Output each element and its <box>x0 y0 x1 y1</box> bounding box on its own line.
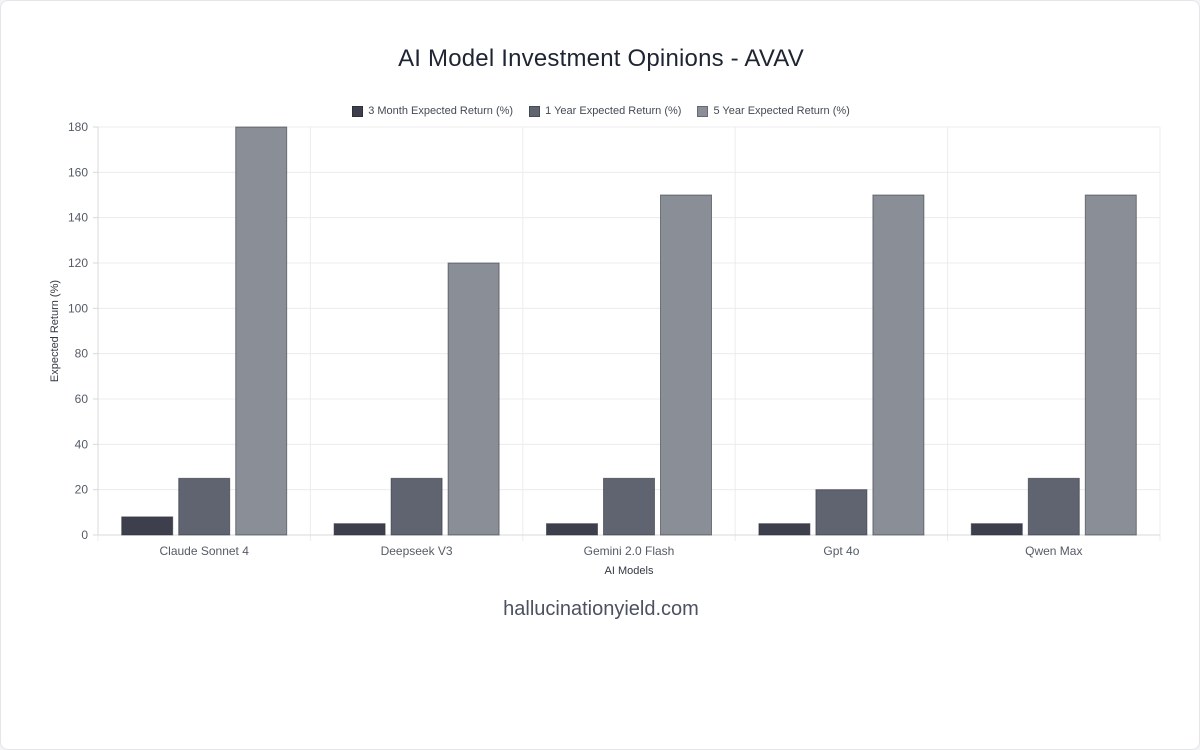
bar-2-1 <box>603 477 655 536</box>
y-tick-label: 120 <box>68 256 88 270</box>
legend-label: 5 Year Expected Return (%) <box>713 105 850 117</box>
legend-item-0[interactable]: 3 Month Expected Return (%) <box>352 105 513 117</box>
bar-0-2 <box>235 126 288 536</box>
bar-4-2 <box>1084 194 1137 536</box>
y-axis-title: Expected Return (%) <box>49 280 61 382</box>
bar-1-1 <box>390 477 443 536</box>
y-tick-label: 100 <box>68 301 88 315</box>
bar-2-2 <box>660 194 712 536</box>
y-tick-label: 60 <box>75 392 89 406</box>
x-axis-title: AI Models <box>605 565 654 577</box>
bar-3-2 <box>872 194 925 536</box>
bar-0-0 <box>121 516 174 536</box>
chart-title: AI Model Investment Opinions - AVAV <box>398 45 804 72</box>
legend-swatch <box>352 105 364 117</box>
y-tick-label: 180 <box>68 120 88 134</box>
x-tick-label: Claude Sonnet 4 <box>159 544 249 558</box>
chart-legend: 3 Month Expected Return (%) 1 Year Expect… <box>1 105 1200 117</box>
bar-1-0 <box>333 523 386 536</box>
legend-swatch <box>697 105 709 117</box>
legend-label: 1 Year Expected Return (%) <box>545 105 682 117</box>
bar-4-0 <box>970 523 1023 536</box>
bar-3-0 <box>758 523 811 536</box>
x-tick-label: Qwen Max <box>1025 544 1082 558</box>
y-tick-label: 160 <box>68 165 88 179</box>
legend-item-2[interactable]: 5 Year Expected Return (%) <box>697 105 850 117</box>
x-tick-label: Gpt 4o <box>823 544 859 558</box>
bar-0-1 <box>178 477 231 536</box>
y-tick-label: 40 <box>75 437 89 451</box>
legend-label: 3 Month Expected Return (%) <box>368 105 514 117</box>
bar-chart: 0 20 40 60 80 100 120 140 160 180 Claude Sonnet 4 D… <box>49 120 1161 577</box>
y-tick-label: 20 <box>75 483 89 497</box>
y-tick-label: 80 <box>75 347 89 361</box>
y-tick-label: 0 <box>81 528 88 542</box>
bar-2-0 <box>546 523 598 536</box>
bar-3-1 <box>815 489 868 536</box>
x-tick-label: Deepseek V3 <box>381 544 453 558</box>
legend-swatch <box>529 105 541 117</box>
legend-item-1[interactable]: 1 Year Expected Return (%) <box>529 105 681 117</box>
y-tick-label: 140 <box>68 211 88 225</box>
watermark-text: hallucinationyield.com <box>503 598 699 620</box>
x-tick-label: Gemini 2.0 Flash <box>584 544 675 558</box>
bar-4-1 <box>1027 477 1080 536</box>
bar-1-2 <box>447 262 500 536</box>
